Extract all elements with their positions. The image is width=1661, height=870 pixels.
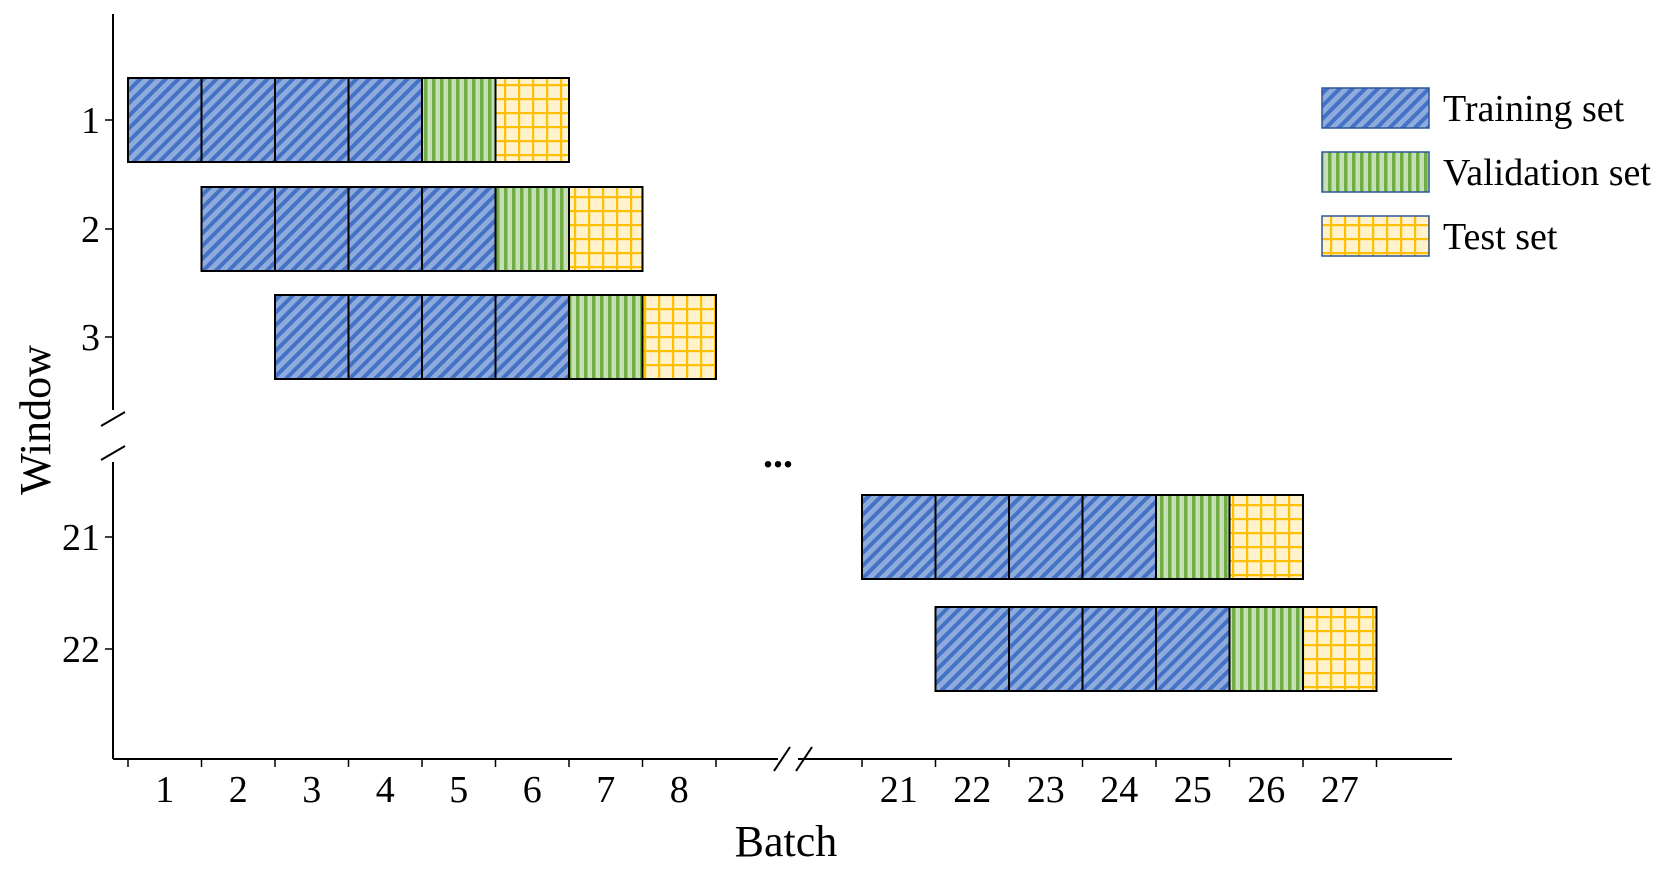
validation-cell [1155, 494, 1231, 580]
window-row-1 [127, 77, 570, 163]
training-cell [494, 294, 570, 380]
y-tick-label: 3 [81, 317, 100, 359]
legend-swatch-validation [1321, 151, 1430, 193]
training-cell [274, 186, 350, 272]
training-cell [1155, 606, 1231, 692]
x-tick-label: 26 [1247, 769, 1285, 811]
x-tick-label: 7 [596, 769, 615, 811]
training-cell [200, 77, 276, 163]
legend-label-validation: Validation set [1443, 152, 1651, 194]
training-cell [1081, 606, 1157, 692]
legend: Training set Validation set Test set [1321, 87, 1651, 258]
test-cell [568, 186, 644, 272]
training-cell [347, 294, 423, 380]
ellipsis-annotation: ... [763, 431, 793, 476]
y-tick-labels: 1 2 3 21 22 [62, 100, 113, 671]
x-tick-label: 22 [953, 769, 991, 811]
legend-label-test: Test set [1443, 216, 1558, 258]
x-tick-label: 23 [1027, 769, 1065, 811]
y-axis-title: Window [11, 345, 60, 495]
y-tick-label: 2 [81, 209, 100, 251]
window-bars [127, 77, 1378, 692]
training-cell [934, 606, 1010, 692]
test-cell [641, 294, 717, 380]
training-cell [200, 186, 276, 272]
test-cell [494, 77, 570, 163]
window-row-21 [861, 494, 1304, 580]
test-cell [1228, 494, 1304, 580]
training-cell [347, 186, 423, 272]
x-tick-labels: 1 2 3 4 5 6 7 8 21 22 23 24 25 26 27 [155, 769, 1359, 811]
x-tick-label: 5 [449, 769, 468, 811]
x-tick-label: 3 [302, 769, 321, 811]
training-cell [1081, 494, 1157, 580]
x-tick-marks [127, 759, 1378, 767]
x-tick-label: 21 [880, 769, 918, 811]
x-axis [113, 746, 1452, 772]
training-cell [1008, 606, 1084, 692]
training-cell [1008, 494, 1084, 580]
test-cell [1302, 606, 1378, 692]
y-axis-break-mark [100, 411, 126, 427]
x-tick-label: 6 [523, 769, 542, 811]
training-cell [127, 77, 203, 163]
legend-swatch-training [1321, 87, 1430, 129]
validation-cell [494, 186, 570, 272]
x-axis-title: Batch [735, 817, 838, 866]
window-row-3 [274, 294, 717, 380]
training-cell [274, 77, 350, 163]
x-tick-label: 8 [670, 769, 689, 811]
training-cell [861, 494, 937, 580]
training-cell [421, 186, 497, 272]
window-row-2 [200, 186, 644, 272]
training-cell [421, 294, 497, 380]
training-cell [347, 77, 423, 163]
x-tick-label: 2 [229, 769, 248, 811]
x-tick-label: 24 [1100, 769, 1138, 811]
validation-cell [421, 77, 497, 163]
legend-swatch-test [1321, 215, 1430, 257]
x-tick-label: 4 [376, 769, 395, 811]
legend-label-training: Training set [1443, 88, 1625, 130]
y-tick-label: 1 [81, 100, 100, 142]
x-tick-label: 1 [155, 769, 174, 811]
window-row-22 [934, 606, 1378, 692]
x-tick-label: 25 [1174, 769, 1212, 811]
y-axis [100, 14, 126, 759]
validation-cell [1228, 606, 1304, 692]
x-axis-break-mark [795, 746, 813, 772]
x-tick-label: 27 [1321, 769, 1359, 811]
y-tick-label: 21 [62, 517, 100, 559]
training-cell [934, 494, 1010, 580]
x-axis-break-mark [773, 746, 791, 772]
y-tick-label: 22 [62, 629, 100, 671]
training-cell [274, 294, 350, 380]
y-axis-break-mark [100, 445, 126, 461]
validation-cell [568, 294, 644, 380]
